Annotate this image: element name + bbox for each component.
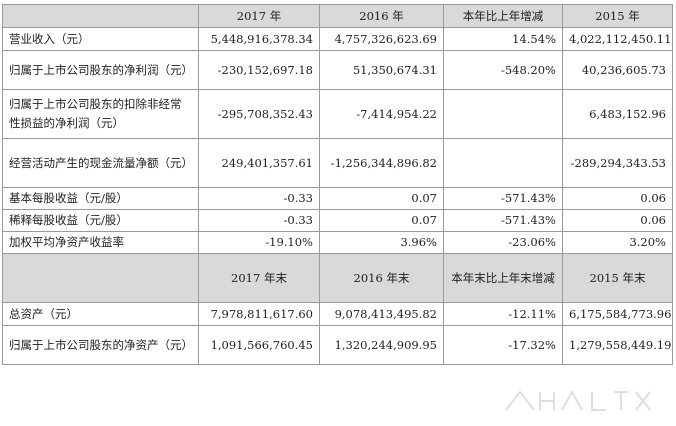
table-row: 经营活动产生的现金流量净额（元） 249,401,357.61 -1,256,3… xyxy=(2,138,673,188)
row-label: 基本每股收益（元/股） xyxy=(2,187,199,210)
table-row: 归属于上市公司股东的净资产（元） 1,091,566,760.45 1,320,… xyxy=(2,325,673,365)
watermark-logo xyxy=(505,389,651,411)
value-change xyxy=(443,89,563,139)
value-2016: 3.96% xyxy=(319,231,444,254)
value-2017: -0.33 xyxy=(198,187,320,210)
table-row: 营业收入（元） 5,448,916,378.34 4,757,326,623.6… xyxy=(2,27,673,51)
value-2015: 0.06 xyxy=(562,187,673,210)
header-change: 本年比上年增减 xyxy=(443,4,563,28)
value-change: -571.43% xyxy=(443,209,563,232)
value-2016: 1,320,244,909.95 xyxy=(319,325,444,365)
header-blank-cell xyxy=(2,253,199,303)
table-row: 加权平均净资产收益率 -19.10% 3.96% -23.06% 3.20% xyxy=(2,231,673,254)
value-2015: -289,294,343.53 xyxy=(562,138,673,188)
value-2017: -19.10% xyxy=(198,231,320,254)
header-change-end: 本年末比上年末增减 xyxy=(443,253,563,303)
value-2016: -1,256,344,896.82 xyxy=(319,138,444,188)
value-2017: 249,401,357.61 xyxy=(198,138,320,188)
table-row: 稀释每股收益（元/股） -0.33 0.07 -571.43% 0.06 xyxy=(2,209,673,232)
header-row-yearend: 2017 年末 2016 年末 本年末比上年末增减 2015 年末 xyxy=(2,253,673,303)
header-2015-end: 2015 年末 xyxy=(562,253,673,303)
value-change: -17.32% xyxy=(443,325,563,365)
value-2016: 4,757,326,623.69 xyxy=(319,27,444,51)
value-2017: -0.33 xyxy=(198,209,320,232)
value-2015: 3.20% xyxy=(562,231,673,254)
value-change: 14.54% xyxy=(443,27,563,51)
value-change: -23.06% xyxy=(443,231,563,254)
header-2015: 2015 年 xyxy=(562,4,673,28)
value-change: -12.11% xyxy=(443,302,563,326)
value-2015: 1,279,558,449.19 xyxy=(562,325,673,365)
value-2015: 6,483,152.96 xyxy=(562,89,673,139)
value-2016: 0.07 xyxy=(319,209,444,232)
table-row: 总资产（元） 7,978,811,617.60 9,078,413,495.82… xyxy=(2,302,673,326)
value-2015: 40,236,605.73 xyxy=(562,50,673,90)
row-label: 总资产（元） xyxy=(2,302,199,326)
row-label: 加权平均净资产收益率 xyxy=(2,231,199,254)
value-2016: 9,078,413,495.82 xyxy=(319,302,444,326)
value-2017: 5,448,916,378.34 xyxy=(198,27,320,51)
value-change: -548.20% xyxy=(443,50,563,90)
table-row: 归属于上市公司股东的净利润（元） -230,152,697.18 51,350,… xyxy=(2,50,673,90)
header-2016-end: 2016 年末 xyxy=(319,253,444,303)
value-2017: -295,708,352.43 xyxy=(198,89,320,139)
header-2017-end: 2017 年末 xyxy=(198,253,320,303)
value-change: -571.43% xyxy=(443,187,563,210)
value-2016: 51,350,674.31 xyxy=(319,50,444,90)
header-row-annual: 2017 年 2016 年 本年比上年增减 2015 年 xyxy=(2,4,673,28)
value-2017: 1,091,566,760.45 xyxy=(198,325,320,365)
row-label: 稀释每股收益（元/股） xyxy=(2,209,199,232)
table-row: 归属于上市公司股东的扣除非经常性损益的净利润（元） -295,708,352.4… xyxy=(2,89,673,139)
financial-summary-table: 2017 年 2016 年 本年比上年增减 2015 年 营业收入（元） 5,4… xyxy=(2,4,673,365)
value-2017: 7,978,811,617.60 xyxy=(198,302,320,326)
value-2017: -230,152,697.18 xyxy=(198,50,320,90)
value-2015: 4,022,112,450.11 xyxy=(562,27,673,51)
value-2016: 0.07 xyxy=(319,187,444,210)
row-label: 归属于上市公司股东的净利润（元） xyxy=(2,50,199,90)
value-2015: 0.06 xyxy=(562,209,673,232)
row-label: 经营活动产生的现金流量净额（元） xyxy=(2,138,199,188)
row-label: 营业收入（元） xyxy=(2,27,199,51)
value-2015: 6,175,584,773.96 xyxy=(562,302,673,326)
row-label: 归属于上市公司股东的扣除非经常性损益的净利润（元） xyxy=(2,89,199,139)
value-2016: -7,414,954.22 xyxy=(319,89,444,139)
value-change xyxy=(443,138,563,188)
table-row: 基本每股收益（元/股） -0.33 0.07 -571.43% 0.06 xyxy=(2,187,673,210)
header-2017: 2017 年 xyxy=(198,4,320,28)
header-2016: 2016 年 xyxy=(319,4,444,28)
header-blank-cell xyxy=(2,4,199,28)
row-label: 归属于上市公司股东的净资产（元） xyxy=(2,325,199,365)
